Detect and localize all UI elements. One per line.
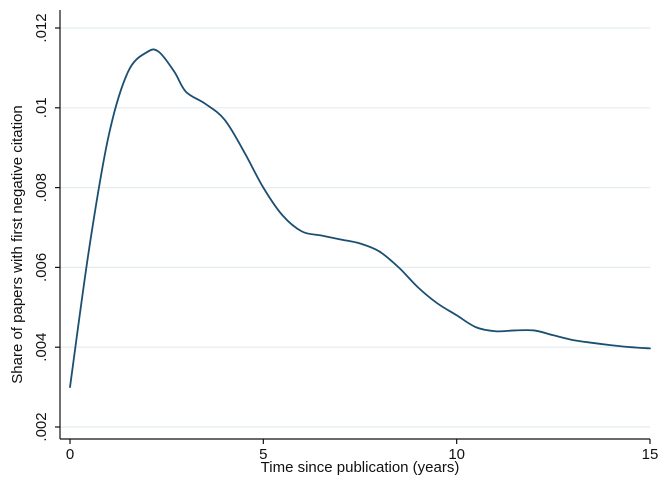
y-tick-label: .008 bbox=[33, 173, 50, 202]
y-axis-label: Share of papers with first negative cita… bbox=[9, 105, 26, 383]
x-ticks: 0 5 10 15 bbox=[66, 439, 659, 463]
y-tick-label: .004 bbox=[33, 333, 50, 362]
x-tick-label: 5 bbox=[259, 446, 267, 463]
axes bbox=[59, 10, 650, 440]
x-axis-label: Time since publication (years) bbox=[261, 459, 460, 476]
y-tick-label: .006 bbox=[33, 253, 50, 282]
grid bbox=[60, 27, 650, 428]
series bbox=[69, 48, 651, 388]
y-tick-label: .012 bbox=[33, 13, 50, 42]
x-tick-label: 15 bbox=[642, 446, 659, 463]
series-line bbox=[69, 48, 651, 388]
x-tick-label: 10 bbox=[448, 446, 465, 463]
y-tick-label: .002 bbox=[33, 412, 50, 441]
y-tick-label: .01 bbox=[33, 97, 50, 118]
y-ticks: .002 .004 .006 .008 .01 .012 bbox=[33, 13, 60, 442]
x-tick-label: 0 bbox=[66, 446, 74, 463]
